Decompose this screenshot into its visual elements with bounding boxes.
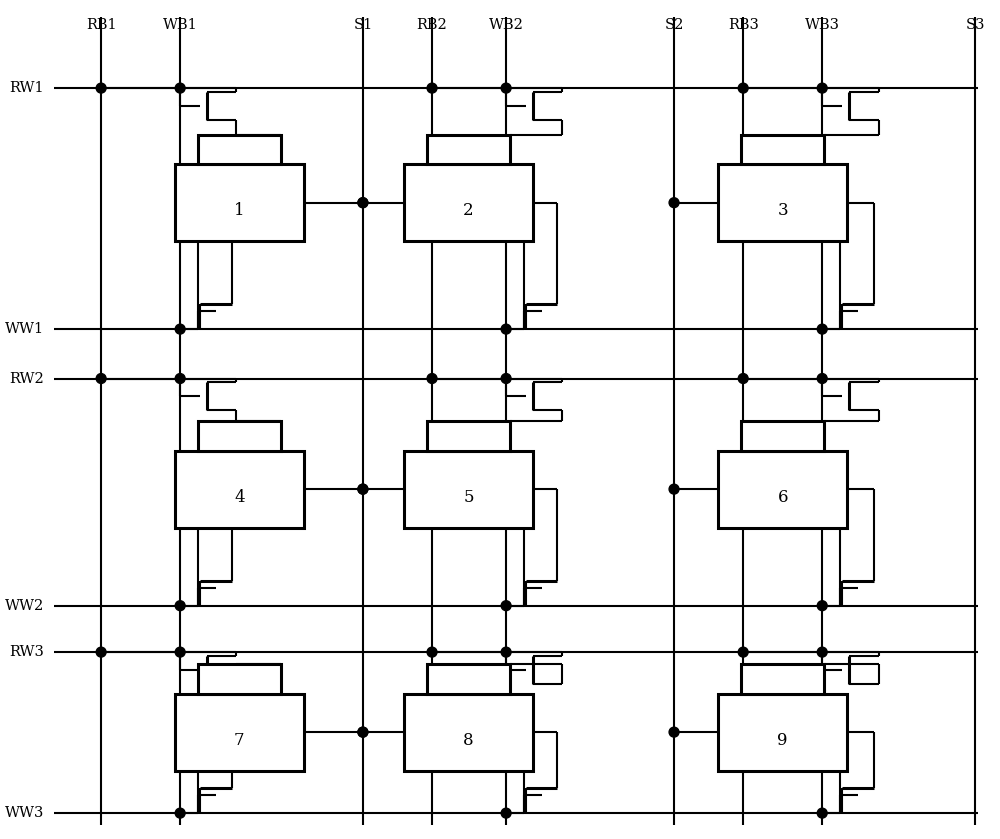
Circle shape <box>817 324 827 334</box>
Circle shape <box>358 484 368 494</box>
Bar <box>175 164 304 241</box>
Circle shape <box>358 484 368 494</box>
Text: RW3: RW3 <box>9 645 44 659</box>
Circle shape <box>175 83 185 93</box>
Circle shape <box>738 647 748 657</box>
Text: 2: 2 <box>463 202 474 219</box>
Circle shape <box>501 324 511 334</box>
Text: 1: 1 <box>234 202 245 219</box>
Circle shape <box>738 83 748 93</box>
Text: WB3: WB3 <box>805 18 840 32</box>
Bar <box>198 664 281 694</box>
Circle shape <box>501 647 511 657</box>
Bar <box>175 451 304 528</box>
Circle shape <box>175 601 185 611</box>
Circle shape <box>817 808 827 818</box>
Circle shape <box>501 83 511 93</box>
Circle shape <box>358 198 368 207</box>
Text: 5: 5 <box>463 488 474 506</box>
Text: RW1: RW1 <box>9 81 44 95</box>
Circle shape <box>358 727 368 737</box>
Circle shape <box>427 647 437 657</box>
Bar <box>427 421 510 451</box>
Text: RB3: RB3 <box>728 18 759 32</box>
Text: 8: 8 <box>463 732 474 748</box>
Bar <box>741 134 824 164</box>
Circle shape <box>175 808 185 818</box>
Circle shape <box>175 373 185 383</box>
Bar <box>404 164 533 241</box>
Circle shape <box>738 373 748 383</box>
Circle shape <box>175 647 185 657</box>
Text: RB2: RB2 <box>417 18 447 32</box>
Text: WW1: WW1 <box>5 322 44 336</box>
Text: WB1: WB1 <box>163 18 198 32</box>
Circle shape <box>501 373 511 383</box>
Circle shape <box>96 83 106 93</box>
Circle shape <box>817 83 827 93</box>
Bar <box>175 694 304 771</box>
Text: 6: 6 <box>777 488 788 506</box>
Circle shape <box>96 373 106 383</box>
Bar <box>427 134 510 164</box>
Text: WW2: WW2 <box>5 599 44 612</box>
Text: RW2: RW2 <box>9 372 44 385</box>
Text: S2: S2 <box>664 18 684 32</box>
Circle shape <box>501 601 511 611</box>
Circle shape <box>501 808 511 818</box>
Text: WW3: WW3 <box>4 806 44 821</box>
Circle shape <box>817 373 827 383</box>
Circle shape <box>669 484 679 494</box>
Circle shape <box>427 83 437 93</box>
Bar <box>741 664 824 694</box>
Text: RB1: RB1 <box>86 18 116 32</box>
Circle shape <box>175 324 185 334</box>
Circle shape <box>817 601 827 611</box>
Bar <box>198 421 281 451</box>
Bar <box>718 451 847 528</box>
Circle shape <box>358 198 368 207</box>
Text: S1: S1 <box>353 18 373 32</box>
Bar <box>404 451 533 528</box>
Text: WB2: WB2 <box>489 18 524 32</box>
Bar <box>198 134 281 164</box>
Bar <box>404 694 533 771</box>
Bar <box>427 664 510 694</box>
Text: 3: 3 <box>777 202 788 219</box>
Text: 7: 7 <box>234 732 245 748</box>
Text: 9: 9 <box>777 732 788 748</box>
Text: 4: 4 <box>234 488 245 506</box>
Circle shape <box>358 727 368 737</box>
Circle shape <box>96 647 106 657</box>
Text: S3: S3 <box>966 18 985 32</box>
Bar <box>718 694 847 771</box>
Bar <box>718 164 847 241</box>
Bar <box>741 421 824 451</box>
Circle shape <box>427 373 437 383</box>
Circle shape <box>817 647 827 657</box>
Circle shape <box>669 198 679 207</box>
Circle shape <box>669 727 679 737</box>
